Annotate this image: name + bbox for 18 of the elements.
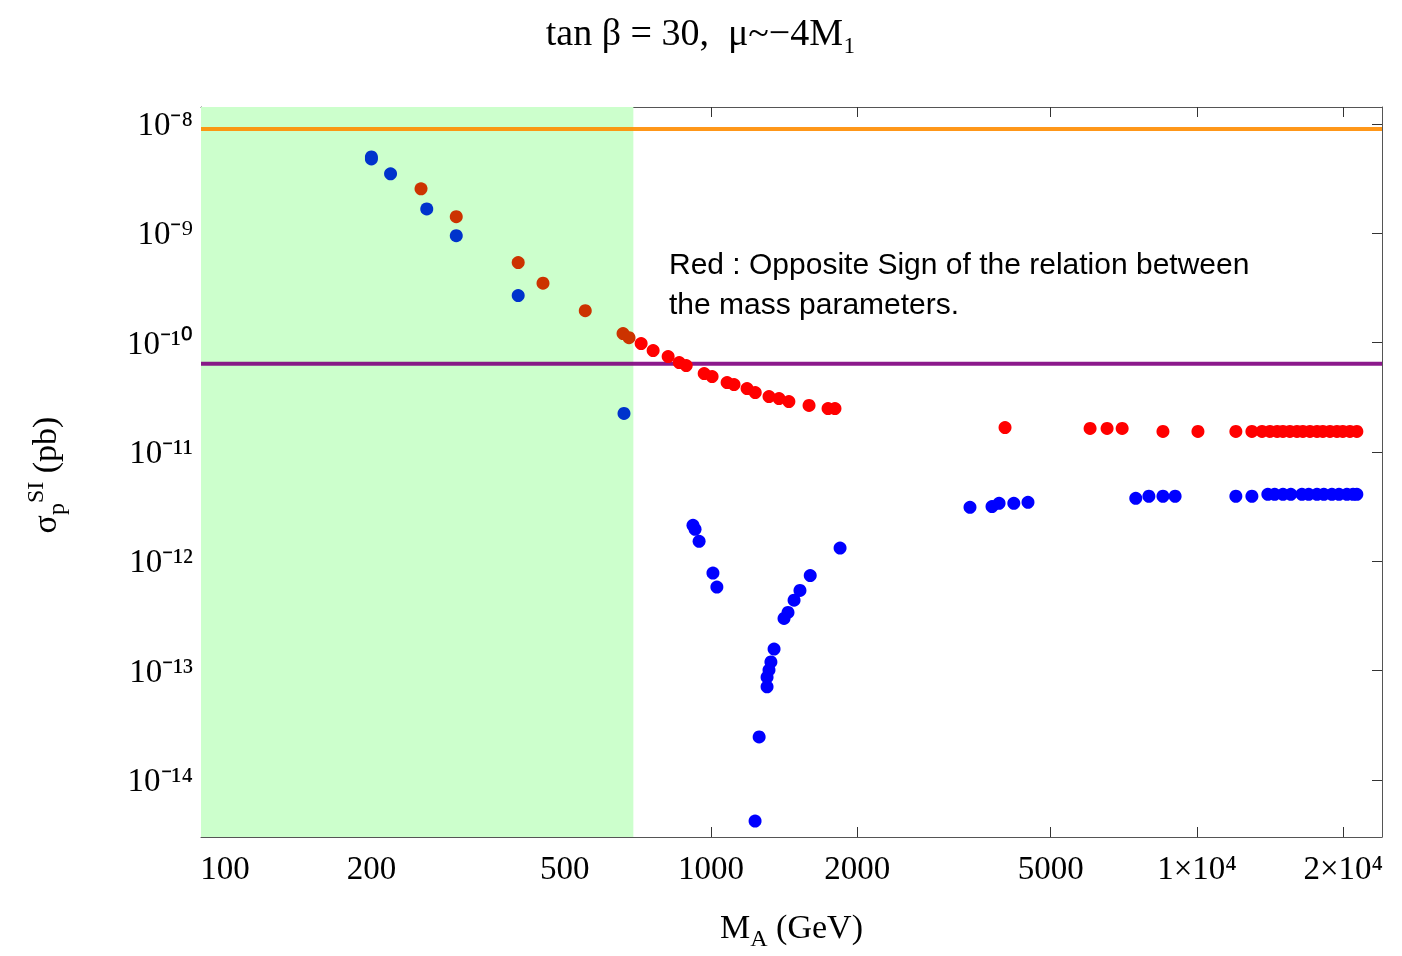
annotation: Red : Opposite Sign of the relation between the mass parameters.: [669, 246, 1258, 320]
x-tick-label: 100: [200, 849, 250, 886]
y-tick-label: 10⁻⁸: [137, 105, 193, 142]
x-tick-label: 1×10⁴: [1157, 849, 1237, 886]
x-tick-label: 5000: [1017, 849, 1084, 886]
x-tick-label: 200: [346, 849, 397, 886]
x-tick-label: 2000: [824, 849, 891, 886]
x-axis-title: M$_{A}$ (GeV): [719, 908, 864, 952]
y-tick-label: 10⁻¹⁰: [127, 324, 193, 361]
y-tick-label: 10⁻¹²: [129, 543, 194, 580]
y-tick-label: 10⁻¹³: [129, 652, 194, 689]
x-tick-label: 1000: [678, 849, 745, 886]
y-tick-label: 10⁻¹¹: [129, 433, 193, 470]
x-tick-label: 500: [540, 849, 590, 886]
x-tick-label: 2×10⁴: [1303, 849, 1384, 886]
y-tick-label: 10⁻⁹: [137, 215, 193, 252]
y-tick-label: 10⁻¹⁴: [127, 761, 193, 798]
chart-title: tan β = 30, μ~−4M₁: [545, 11, 857, 53]
